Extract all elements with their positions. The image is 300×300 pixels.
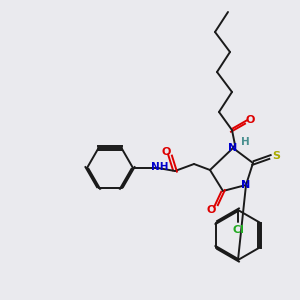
Text: S: S (272, 151, 280, 161)
Text: N: N (242, 180, 250, 190)
Text: Cl: Cl (232, 225, 244, 235)
Text: NH: NH (151, 162, 169, 172)
Text: O: O (206, 205, 216, 215)
Text: H: H (241, 137, 249, 147)
Text: O: O (161, 147, 171, 157)
Text: N: N (228, 143, 238, 153)
Text: O: O (245, 115, 255, 125)
